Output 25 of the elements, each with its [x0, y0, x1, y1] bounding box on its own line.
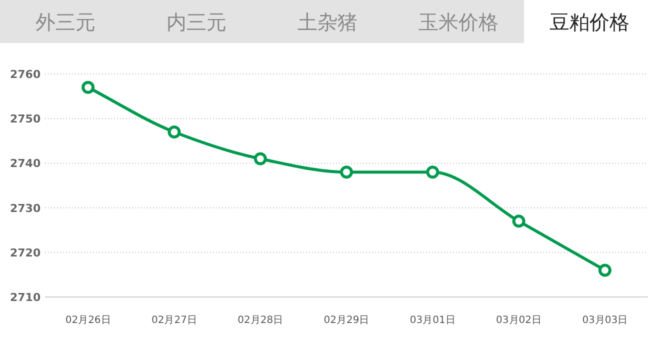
x-tick-label: 02月29日	[324, 315, 370, 326]
x-tick-label: 03月02日	[496, 315, 542, 326]
text: 玉米价格	[418, 10, 498, 34]
x-tick-label: 03月03日	[582, 315, 628, 326]
point	[598, 264, 612, 277]
y-tick-label: 2730	[10, 202, 41, 215]
chart-title: 豆粕价格	[550, 10, 630, 34]
point	[426, 166, 440, 179]
y-tick-label: 2740	[10, 157, 41, 170]
x-tick-label: 02月28日	[238, 315, 284, 326]
y-tick-label: 2750	[10, 112, 41, 126]
point	[340, 166, 353, 179]
x-tick-label: 02月27日	[151, 315, 197, 326]
x-tick-label: 02月26日	[65, 315, 111, 326]
y-tick-label: 2760	[10, 68, 41, 81]
text: 内三元	[166, 10, 226, 34]
point	[82, 80, 95, 94]
point	[254, 152, 267, 166]
y-tick-label: 2720	[10, 246, 41, 260]
text: 土杂猪	[298, 10, 358, 34]
y-tick-label: 2710	[10, 291, 41, 304]
point	[512, 214, 526, 228]
point	[168, 125, 181, 138]
x-tick-label: 03月01日	[410, 315, 456, 326]
text: 外三元	[36, 10, 96, 34]
